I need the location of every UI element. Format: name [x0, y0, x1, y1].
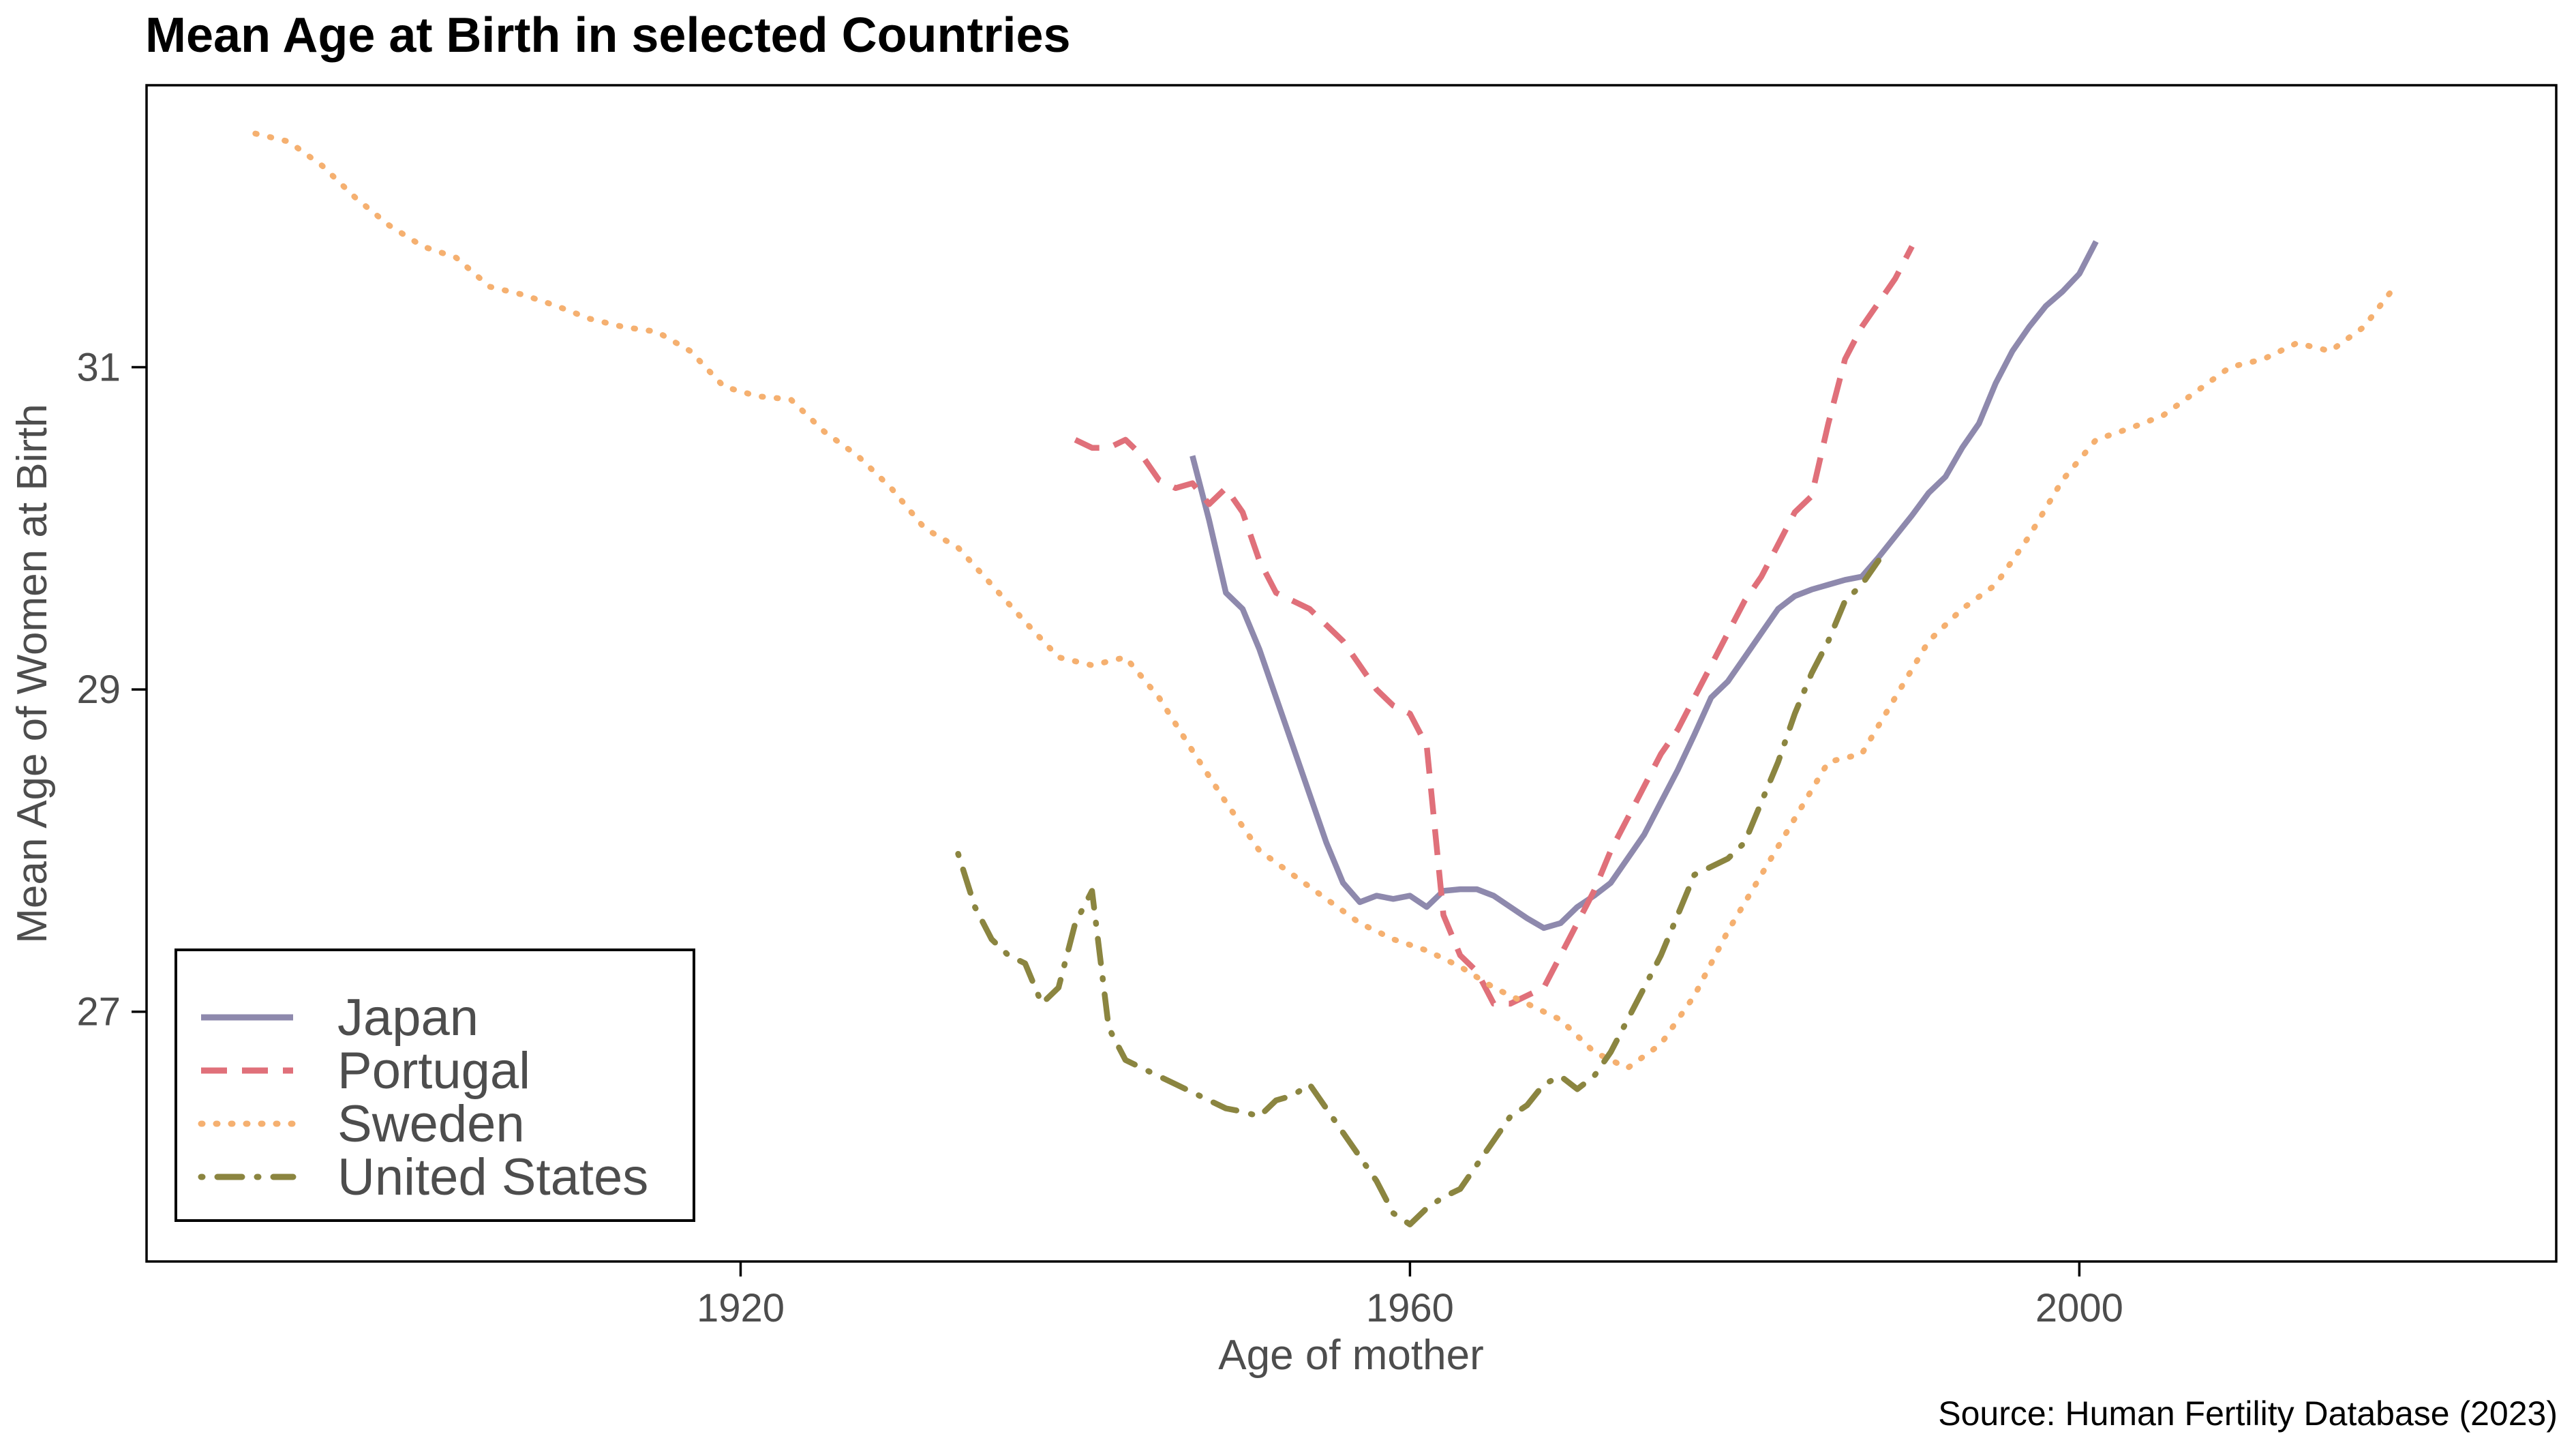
x-tick-label: 1920	[697, 1286, 785, 1330]
chart-title: Mean Age at Birth in selected Countries	[145, 8, 1071, 63]
y-tick-label: 31	[76, 346, 121, 390]
x-axis: 1920 1960 2000	[697, 1261, 2123, 1330]
x-tick-label: 1960	[1366, 1286, 1454, 1330]
legend-label: United States	[337, 1148, 648, 1206]
legend-label: Japan	[337, 989, 479, 1047]
x-axis-title: Age of mother	[1218, 1332, 1483, 1379]
legend-label: Portugal	[337, 1042, 530, 1100]
series-line-united-states	[955, 557, 1882, 1227]
y-axis: 27 29 31	[76, 346, 147, 1034]
plot-frame	[145, 84, 2558, 1263]
x-tick-label: 2000	[2035, 1286, 2123, 1330]
y-tick-label: 27	[76, 990, 121, 1034]
y-axis-title: Mean Age of Women at Birth	[9, 404, 56, 944]
series-layer	[252, 130, 2401, 1227]
legend-label: Sweden	[337, 1095, 525, 1153]
source-caption: Source: Human Fertility Database (2023)	[1938, 1394, 2558, 1433]
series-line-portugal	[1074, 245, 1915, 1007]
legend-box	[175, 948, 695, 1222]
y-tick-label: 29	[76, 668, 121, 712]
series-line-japan	[1189, 240, 2099, 931]
